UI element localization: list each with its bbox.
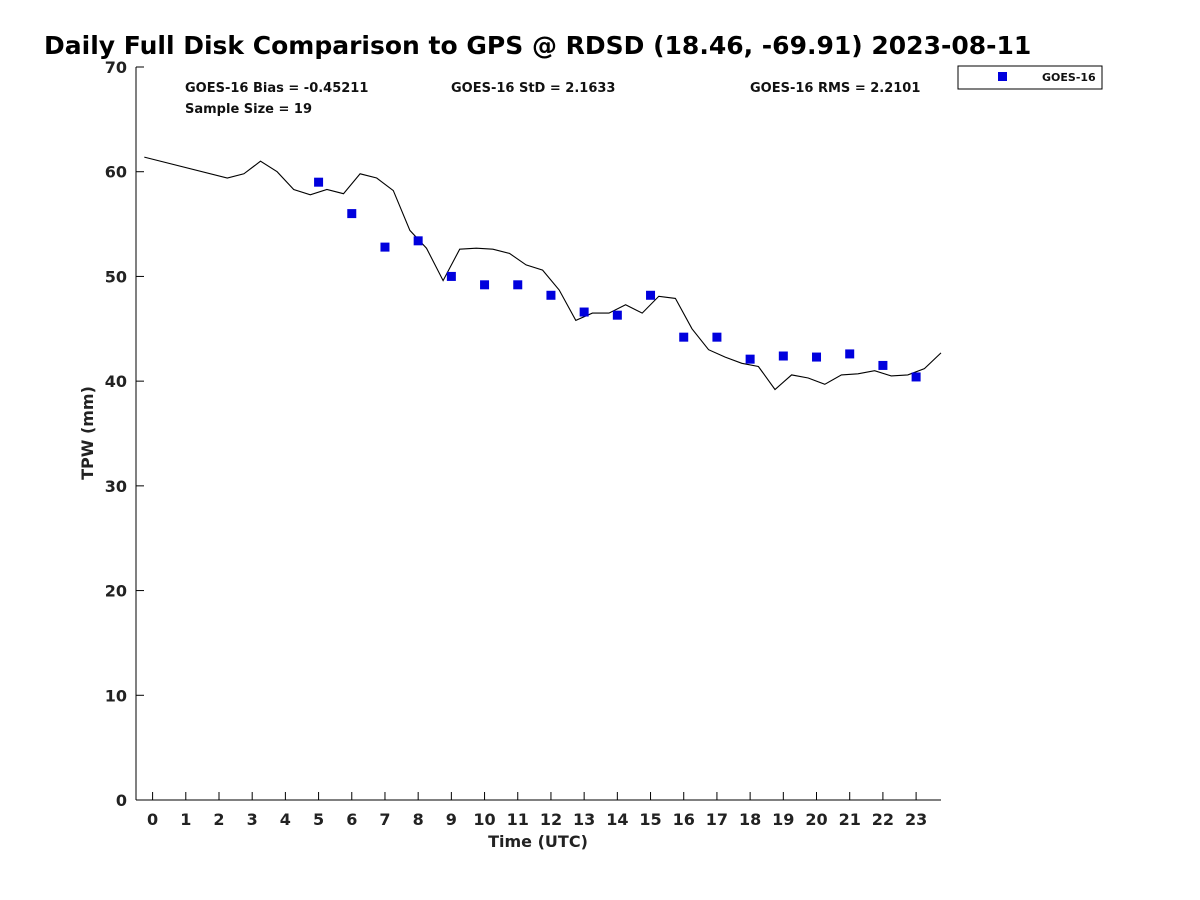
y-tick-label: 20 bbox=[105, 582, 127, 601]
goes16-point bbox=[480, 280, 490, 290]
goes16-point bbox=[380, 242, 390, 252]
y-axis-ticks: 0 10 20 30 40 50 60 70 bbox=[105, 58, 144, 810]
stat-sample-size: Sample Size = 19 bbox=[185, 102, 312, 117]
x-tick-label: 11 bbox=[507, 810, 529, 829]
goes16-point bbox=[812, 352, 822, 362]
x-axis-ticks: 0 1 2 3 4 5 6 7 8 9 10 11 12 13 14 15 16 17 18 19 20 21 22 23 bbox=[147, 792, 927, 829]
chart-title: Daily Full Disk Comparison to GPS @ RDSD… bbox=[44, 31, 1031, 60]
x-tick-label: 10 bbox=[473, 810, 495, 829]
goes16-point bbox=[579, 307, 589, 317]
goes16-point bbox=[413, 236, 423, 246]
x-tick-label: 5 bbox=[313, 810, 324, 829]
goes16-point bbox=[679, 332, 689, 342]
x-tick-label: 6 bbox=[346, 810, 357, 829]
goes16-point bbox=[347, 209, 357, 219]
legend-box bbox=[957, 65, 1103, 90]
y-tick-label: 50 bbox=[105, 267, 127, 286]
x-tick-label: 8 bbox=[413, 810, 424, 829]
goes16-point bbox=[712, 332, 722, 342]
y-tick-label: 0 bbox=[116, 791, 127, 810]
x-tick-label: 4 bbox=[280, 810, 291, 829]
x-tick-label: 20 bbox=[805, 810, 827, 829]
legend-marker-goes16 bbox=[998, 72, 1007, 81]
x-tick-label: 3 bbox=[247, 810, 258, 829]
series-layer bbox=[144, 156, 942, 391]
y-tick-label: 60 bbox=[105, 163, 127, 182]
x-tick-label: 7 bbox=[379, 810, 390, 829]
goes16-point bbox=[845, 349, 855, 359]
y-tick-label: 30 bbox=[105, 477, 127, 496]
legend: GOES-16 bbox=[957, 65, 1103, 90]
y-tick-label: 70 bbox=[105, 58, 127, 77]
legend-label-goes16: GOES-16 bbox=[1042, 71, 1096, 84]
stat-rms: GOES-16 RMS = 2.2101 bbox=[750, 81, 920, 96]
x-tick-label: 21 bbox=[839, 810, 861, 829]
x-tick-label: 1 bbox=[180, 810, 191, 829]
goes16-point bbox=[446, 271, 456, 281]
x-tick-label: 0 bbox=[147, 810, 158, 829]
goes16-point bbox=[745, 354, 755, 364]
goes16-point bbox=[646, 290, 656, 300]
y-axis-label: TPW (mm) bbox=[78, 386, 97, 480]
x-tick-label: 15 bbox=[639, 810, 661, 829]
goes16-point bbox=[546, 290, 556, 300]
x-tick-label: 23 bbox=[905, 810, 927, 829]
y-tick-label: 40 bbox=[105, 372, 127, 391]
goes16-point bbox=[612, 310, 622, 320]
y-tick-label: 10 bbox=[105, 686, 127, 705]
stat-std: GOES-16 StD = 2.1633 bbox=[451, 81, 615, 96]
goes16-point bbox=[778, 351, 788, 361]
gps-tpw-line bbox=[144, 156, 942, 391]
x-tick-label: 2 bbox=[213, 810, 224, 829]
x-tick-label: 13 bbox=[573, 810, 595, 829]
x-tick-label: 22 bbox=[872, 810, 894, 829]
x-tick-label: 9 bbox=[446, 810, 457, 829]
x-axis-label: Time (UTC) bbox=[488, 832, 588, 851]
x-tick-label: 18 bbox=[739, 810, 761, 829]
goes16-point bbox=[513, 280, 523, 290]
stat-bias: GOES-16 Bias = -0.45211 bbox=[185, 81, 368, 96]
goes16-point bbox=[314, 177, 324, 187]
x-tick-label: 16 bbox=[673, 810, 695, 829]
goes16-point bbox=[911, 372, 921, 382]
goes16-point bbox=[878, 360, 888, 370]
x-tick-label: 17 bbox=[706, 810, 728, 829]
x-tick-label: 19 bbox=[772, 810, 794, 829]
x-tick-label: 12 bbox=[540, 810, 562, 829]
x-tick-label: 14 bbox=[606, 810, 628, 829]
